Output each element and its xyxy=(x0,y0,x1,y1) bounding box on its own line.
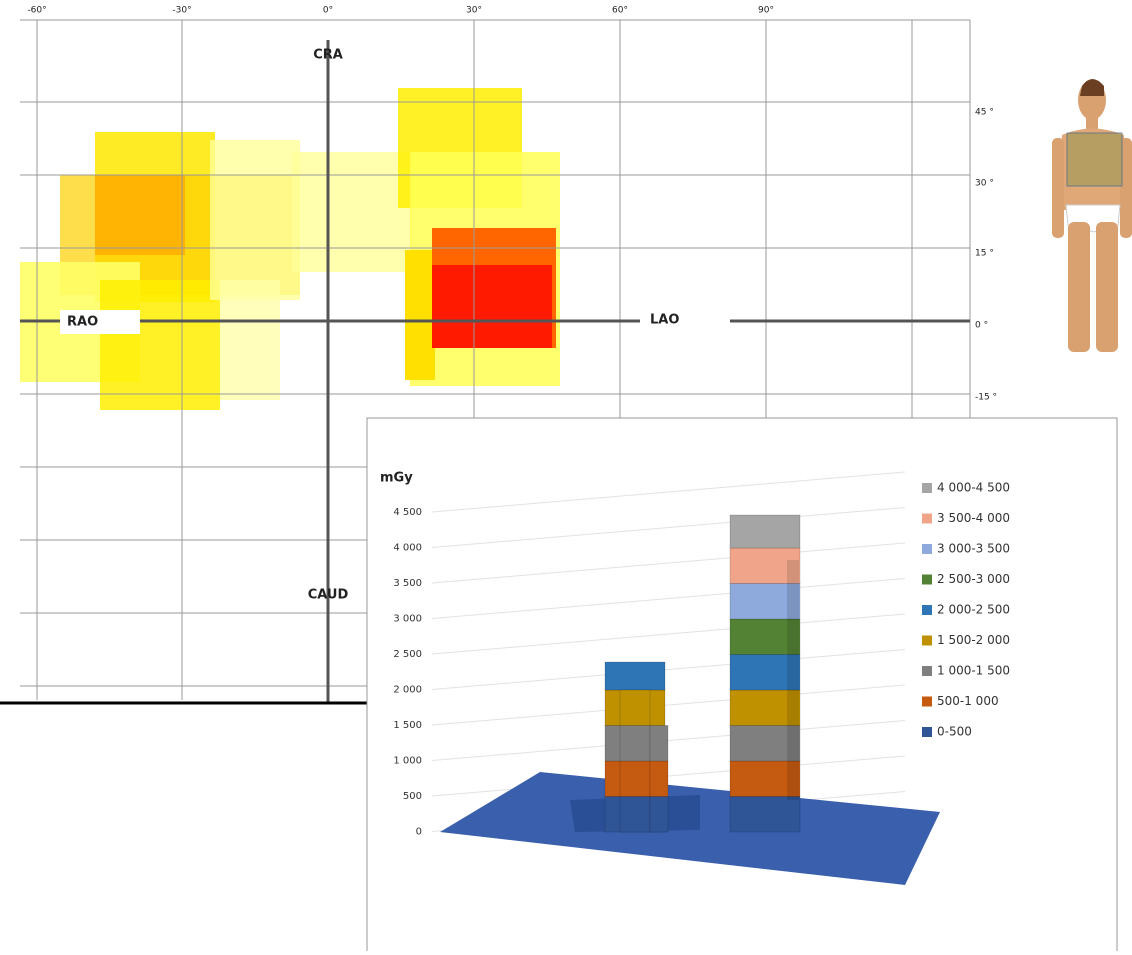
right-tick-label: 0 ° xyxy=(975,321,988,331)
legend-label: 2 500-3 000 xyxy=(937,572,1010,586)
y-tick-label: 1 500 xyxy=(393,720,422,731)
top-tick-label: -60° xyxy=(27,6,46,16)
inset-y-label: mGy xyxy=(380,471,413,486)
legend-label: 1 500-2 000 xyxy=(937,633,1010,647)
y-tick-label: 4 000 xyxy=(393,543,422,554)
peak-block xyxy=(650,726,668,762)
top-tick-label: 0° xyxy=(323,6,333,16)
legend-label: 1 000-1 500 xyxy=(937,664,1010,678)
top-tick-label: 60° xyxy=(612,6,628,16)
dose-map xyxy=(20,88,560,410)
y-tick-label: 2 500 xyxy=(393,649,422,660)
lao-label: LAO xyxy=(650,313,679,328)
legend-swatch xyxy=(922,514,932,524)
peak-block xyxy=(650,797,668,833)
y-tick-label: 2 000 xyxy=(393,685,422,696)
y-tick-label: 4 500 xyxy=(393,507,422,518)
legend-swatch xyxy=(922,544,932,554)
peak-block xyxy=(620,726,650,762)
caud-label: CAUD xyxy=(308,588,349,603)
legend-label: 4 000-4 500 xyxy=(937,481,1010,495)
right-tick-label: 30 ° xyxy=(975,179,994,189)
legend-swatch xyxy=(922,697,932,707)
figure: CRA CAUD RAO LAO mGy -60° -30° 0° 30° 60° 90°… xyxy=(0,0,1132,951)
top-tick-label: 90° xyxy=(758,6,774,16)
legend-label: 0-500 xyxy=(937,725,972,739)
cra-label: CRA xyxy=(313,48,343,63)
y-tick-label: 500 xyxy=(403,791,422,802)
rao-label: RAO xyxy=(67,315,98,330)
legend-swatch xyxy=(922,483,932,493)
peak-side xyxy=(787,560,799,800)
legend-label: 2 000-2 500 xyxy=(937,603,1010,617)
peak-block xyxy=(620,797,650,833)
legend-label: 500-1 000 xyxy=(937,694,999,708)
peak-block xyxy=(730,515,800,548)
y-tick-label: 3 000 xyxy=(393,614,422,625)
legend-swatch xyxy=(922,666,932,676)
body-figure xyxy=(1052,79,1132,352)
peak-block xyxy=(620,690,650,726)
peak-block xyxy=(730,797,800,833)
y-tick-label: 3 500 xyxy=(393,578,422,589)
legend-swatch xyxy=(922,575,932,585)
legend-swatch xyxy=(922,605,932,615)
legend-swatch xyxy=(922,727,932,737)
y-tick-label: 1 000 xyxy=(393,756,422,767)
right-tick-label: 15 ° xyxy=(975,249,994,259)
legend-swatch xyxy=(922,636,932,646)
right-tick-label: -15 ° xyxy=(975,393,997,403)
right-tick-label: 45 ° xyxy=(975,108,994,118)
peak-block xyxy=(620,761,650,797)
peak-block xyxy=(650,761,668,797)
y-tick-label: 0 xyxy=(416,827,422,838)
legend-label: 3 000-3 500 xyxy=(937,542,1010,556)
top-tick-label: 30° xyxy=(466,6,482,16)
top-tick-label: -30° xyxy=(172,6,191,16)
legend-label: 3 500-4 000 xyxy=(937,511,1010,525)
peak-block xyxy=(605,662,665,690)
